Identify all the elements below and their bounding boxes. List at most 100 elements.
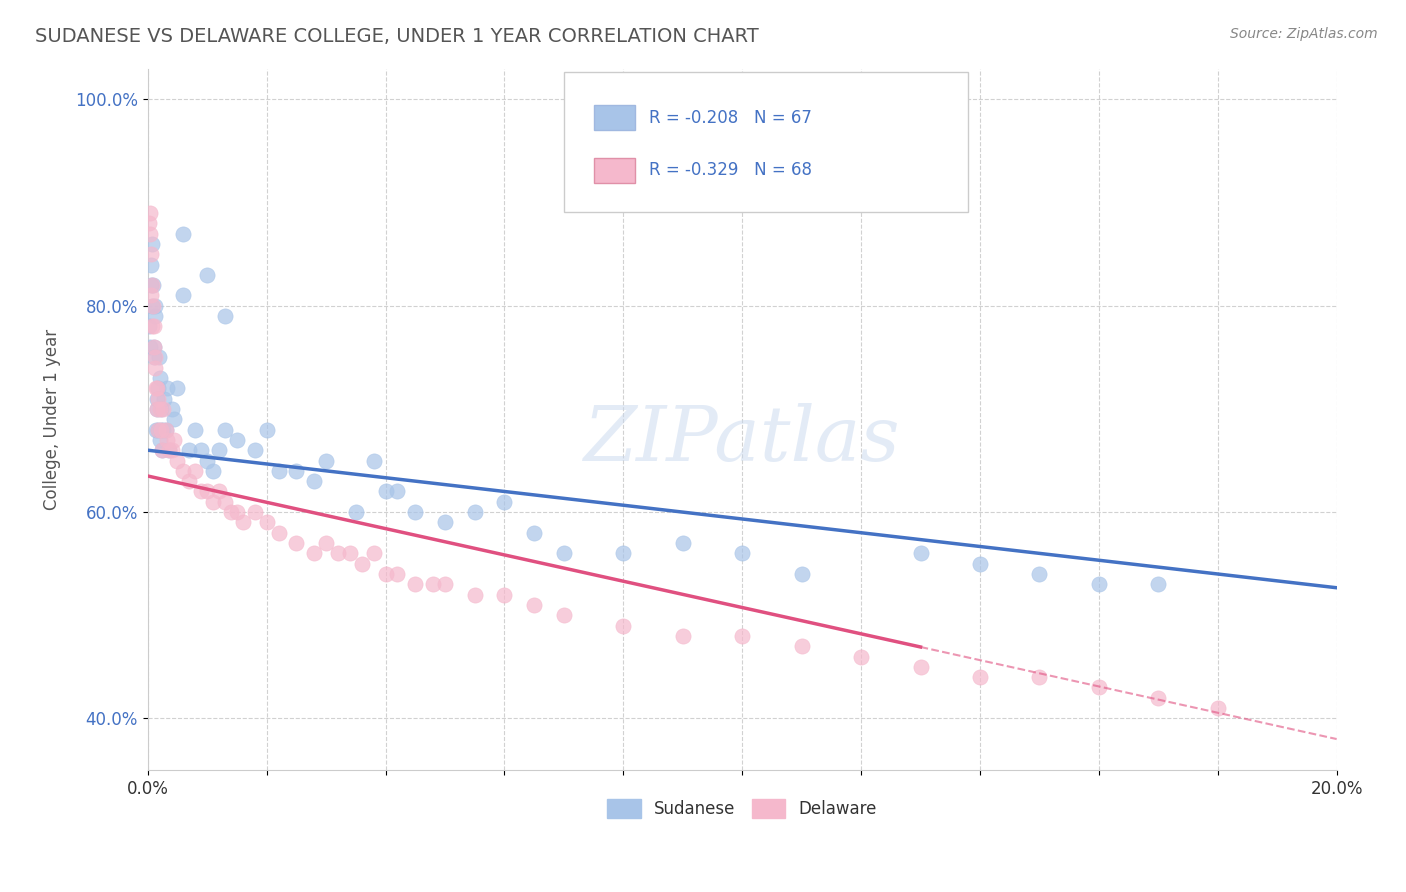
Point <box>243 505 266 519</box>
Point <box>214 309 236 323</box>
Point <box>141 278 163 293</box>
Point <box>433 577 456 591</box>
Point <box>148 351 170 365</box>
Point <box>267 525 290 540</box>
Point <box>1028 670 1050 684</box>
Point <box>326 546 349 560</box>
Point <box>195 268 218 282</box>
FancyBboxPatch shape <box>593 158 636 183</box>
Point <box>267 464 290 478</box>
Point <box>138 340 160 354</box>
Point <box>1206 701 1229 715</box>
Point <box>315 536 337 550</box>
Point <box>1088 681 1111 695</box>
Point <box>1088 577 1111 591</box>
Point <box>350 557 373 571</box>
Point <box>363 546 385 560</box>
Point <box>142 351 165 365</box>
Point <box>190 484 212 499</box>
Point <box>243 443 266 458</box>
Point <box>146 392 169 406</box>
Point <box>256 423 278 437</box>
Point <box>139 258 162 272</box>
Point <box>149 423 172 437</box>
Point <box>225 505 247 519</box>
Point <box>143 351 166 365</box>
Point <box>523 598 546 612</box>
Point <box>157 443 180 458</box>
Point <box>208 484 231 499</box>
Point <box>225 433 247 447</box>
Y-axis label: College, Under 1 year: College, Under 1 year <box>44 328 60 510</box>
Point <box>214 495 236 509</box>
Point <box>969 670 991 684</box>
Point <box>142 319 165 334</box>
FancyBboxPatch shape <box>564 72 969 212</box>
Point <box>179 474 201 488</box>
Point <box>214 423 236 437</box>
Point <box>285 464 308 478</box>
Point <box>142 299 165 313</box>
Point <box>339 546 361 560</box>
Point <box>195 484 218 499</box>
Point <box>672 536 695 550</box>
Point <box>155 423 177 437</box>
Point <box>494 588 516 602</box>
Point <box>302 546 325 560</box>
Point <box>160 443 183 458</box>
Point <box>910 660 932 674</box>
Point <box>184 464 207 478</box>
Legend: Sudanese, Delaware: Sudanese, Delaware <box>600 792 884 825</box>
Point <box>146 423 169 437</box>
Point <box>163 412 186 426</box>
Point <box>145 381 167 395</box>
Point <box>172 464 194 478</box>
Text: ZIPatlas: ZIPatlas <box>583 403 900 477</box>
Point <box>152 423 174 437</box>
Point <box>1028 566 1050 581</box>
Point <box>148 423 170 437</box>
Point <box>363 453 385 467</box>
Point <box>464 588 486 602</box>
Point <box>553 546 575 560</box>
Point <box>494 495 516 509</box>
Point <box>141 236 163 251</box>
Point <box>422 577 444 591</box>
Point <box>202 495 225 509</box>
Point <box>731 546 754 560</box>
Point <box>143 340 166 354</box>
Point <box>232 516 254 530</box>
Point <box>387 484 409 499</box>
Point <box>553 608 575 623</box>
Point <box>150 401 173 416</box>
Point <box>138 319 160 334</box>
Point <box>672 629 695 643</box>
Text: SUDANESE VS DELAWARE COLLEGE, UNDER 1 YEAR CORRELATION CHART: SUDANESE VS DELAWARE COLLEGE, UNDER 1 YE… <box>35 27 759 45</box>
Point <box>143 299 166 313</box>
Point <box>160 401 183 416</box>
Point <box>143 340 166 354</box>
Point <box>148 381 170 395</box>
Point <box>208 443 231 458</box>
Point <box>256 516 278 530</box>
Point <box>910 546 932 560</box>
Point <box>142 278 165 293</box>
Point <box>146 392 169 406</box>
Point <box>163 433 186 447</box>
Point <box>157 443 180 458</box>
Point <box>172 227 194 241</box>
Point <box>146 381 169 395</box>
Point <box>344 505 367 519</box>
Point <box>156 433 179 447</box>
Point <box>145 423 167 437</box>
Point <box>433 516 456 530</box>
Point <box>150 443 173 458</box>
Point <box>612 618 634 632</box>
Text: R = -0.208   N = 67: R = -0.208 N = 67 <box>650 109 813 127</box>
Text: R = -0.329   N = 68: R = -0.329 N = 68 <box>650 161 813 179</box>
Point <box>141 288 163 302</box>
Point <box>179 443 201 458</box>
Point <box>285 536 308 550</box>
Point <box>195 453 218 467</box>
Point <box>166 381 188 395</box>
